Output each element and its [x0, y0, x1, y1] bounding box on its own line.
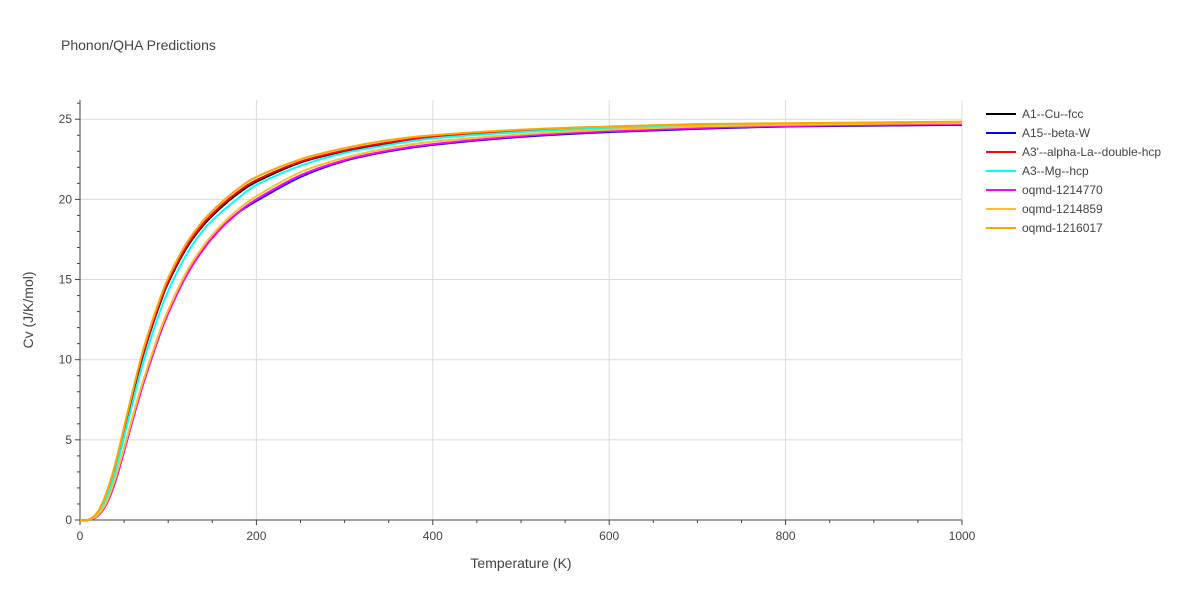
y-tick-label: 10	[59, 353, 73, 367]
series-line-3	[79, 121, 963, 522]
x-axis-title: Temperature (K)	[470, 555, 571, 571]
y-tick-label: 5	[65, 433, 72, 447]
series-line-6	[79, 122, 963, 522]
x-tick-label: 1000	[949, 529, 976, 543]
y-tick-label: 20	[59, 192, 73, 206]
y-axis-title: Cv (J/K/mol)	[20, 272, 36, 349]
legend-item: A3'--alpha-La--double-hcp	[986, 145, 1161, 159]
legend-label: oqmd-1214859	[1022, 202, 1103, 216]
series-line-1	[79, 121, 963, 522]
grid-layer	[80, 100, 963, 520]
legend-item: oqmd-1214770	[986, 183, 1103, 197]
series-line-5	[79, 123, 963, 522]
legend-label: oqmd-1216017	[1022, 221, 1103, 235]
x-tick-label: 600	[599, 529, 619, 543]
y-tick-label: 15	[59, 273, 73, 287]
legend-item: oqmd-1216017	[986, 221, 1103, 235]
series-line-4	[79, 121, 963, 522]
series-line-7	[79, 120, 963, 522]
legend-label: A1--Cu--fcc	[1022, 107, 1083, 121]
legend: A1--Cu--fcc A15--beta-W A3'--alpha-La--dou…	[986, 107, 1161, 235]
legend-label: A3'--alpha-La--double-hcp	[1022, 145, 1161, 159]
chart-title: Phonon/QHA Predictions	[61, 37, 216, 53]
legend-item: A15--beta-W	[986, 126, 1091, 140]
y-tick-label: 25	[59, 112, 73, 126]
x-tick-label: 400	[423, 529, 443, 543]
legend-item: A3--Mg--hcp	[986, 164, 1089, 178]
x-tick-label: 0	[77, 529, 84, 543]
legend-item: A1--Cu--fcc	[986, 107, 1083, 121]
legend-item: oqmd-1214859	[986, 202, 1103, 216]
series-line-2	[79, 123, 963, 522]
legend-label: A15--beta-W	[1022, 126, 1091, 140]
legend-label: oqmd-1214770	[1022, 183, 1103, 197]
y-tick-label: 0	[65, 513, 72, 527]
x-tick-label: 200	[246, 529, 266, 543]
x-tick-label: 800	[776, 529, 796, 543]
legend-label: A3--Mg--hcp	[1022, 164, 1089, 178]
axes-layer	[75, 100, 963, 525]
ticks-layer: 0 200 400 600 800 1000 0 5 10 15 20 25	[59, 112, 976, 543]
series-layer	[79, 120, 963, 522]
